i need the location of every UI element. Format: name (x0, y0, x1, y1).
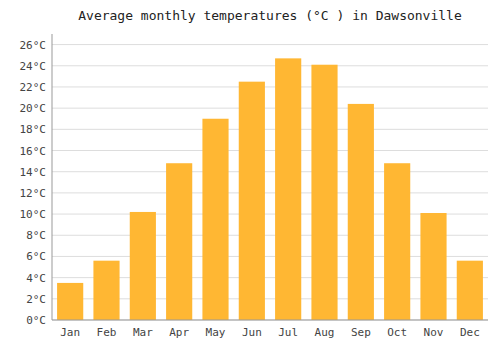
grid-line (52, 108, 488, 109)
bar (348, 104, 374, 320)
bar (93, 261, 119, 320)
chart-svg: Average monthly temperatures (°C ) in Da… (0, 0, 500, 350)
x-axis-line (52, 320, 488, 321)
y-tick-label: 20°C (20, 102, 47, 115)
y-grid (52, 45, 488, 320)
grid-line (52, 129, 488, 130)
bar (202, 119, 228, 320)
x-tick-label: Mar (133, 326, 153, 339)
bars (57, 58, 483, 320)
y-tick-label: 8°C (26, 229, 46, 242)
grid-line (52, 86, 488, 87)
y-tick-label: 16°C (20, 145, 47, 158)
x-tick-label: Oct (387, 326, 407, 339)
y-axis-line (52, 34, 53, 320)
grid-line (52, 65, 488, 66)
y-tick-label: 18°C (20, 123, 47, 136)
y-tick-label: 26°C (20, 39, 47, 52)
bar (311, 65, 337, 320)
bar (239, 82, 265, 320)
x-tick-label: Apr (169, 326, 189, 339)
x-tick-label: Dec (460, 326, 480, 339)
bar (384, 163, 410, 320)
y-tick-label: 2°C (26, 293, 46, 306)
x-tick-label: Sep (351, 326, 371, 339)
chart-container: Average monthly temperatures (°C ) in Da… (0, 0, 500, 350)
y-tick-label: 0°C (26, 314, 46, 327)
y-tick-label: 14°C (20, 166, 47, 179)
y-tick-label: 6°C (26, 250, 46, 263)
y-tick-label: 4°C (26, 272, 46, 285)
bar (130, 212, 156, 320)
x-tick-label: Jul (278, 326, 298, 339)
bar (57, 283, 83, 320)
x-tick-label: Jun (242, 326, 262, 339)
bar (166, 163, 192, 320)
grid-line (52, 44, 488, 45)
grid-line (52, 192, 488, 193)
bar (420, 213, 446, 320)
x-tick-label: May (206, 326, 226, 339)
bar (457, 261, 483, 320)
y-tick-label: 24°C (20, 60, 47, 73)
chart-title: Average monthly temperatures (°C ) in Da… (78, 8, 462, 23)
y-tick-label: 10°C (20, 208, 47, 221)
y-tick-label: 12°C (20, 187, 47, 200)
bar (275, 58, 301, 320)
x-tick-label: Nov (424, 326, 444, 339)
x-tick-label: Aug (315, 326, 335, 339)
grid-line (52, 320, 488, 321)
y-tick-label: 22°C (20, 81, 47, 94)
x-tick-label: Jan (60, 326, 80, 339)
x-tick-label: Feb (97, 326, 117, 339)
grid-line (52, 171, 488, 172)
grid-line (52, 150, 488, 151)
